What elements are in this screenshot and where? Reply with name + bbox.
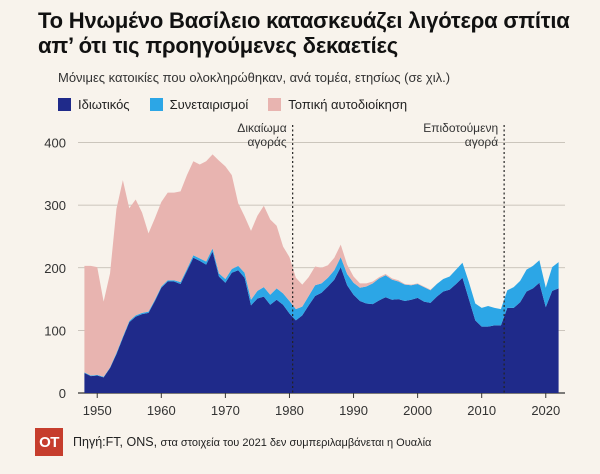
x-tick-label-1980: 1980 — [275, 403, 304, 418]
title-line-2: απ’ ότι τις προηγούμενες δεκαετίες — [38, 33, 398, 58]
legend-item-private: Ιδιωτικός — [58, 97, 130, 112]
legend-item-local-authority: Τοπική αυτοδιοίκηση — [268, 97, 407, 112]
x-tick-label-1990: 1990 — [339, 403, 368, 418]
annotation-label-0-line2: αγοράς — [247, 135, 286, 149]
legend-swatch-cooperatives — [149, 98, 163, 111]
x-tick-label-2020: 2020 — [531, 403, 560, 418]
y-tick-label-100: 100 — [44, 323, 66, 338]
y-tick-label-300: 300 — [44, 198, 66, 213]
area-local-authority — [84, 154, 559, 377]
legend-swatch-local-authority — [268, 98, 282, 111]
source-main: Πηγή:FT, ONS, — [73, 435, 158, 449]
x-tick-label-2000: 2000 — [403, 403, 432, 418]
chart-subtitle: Μόνιμες κατοικίες που ολοκληρώθηκαν, ανά… — [58, 70, 451, 85]
area-layer — [84, 154, 559, 393]
legend-label-local-authority: Τοπική αυτοδιοίκηση — [288, 97, 408, 112]
legend-label-private: Ιδιωτικός — [78, 97, 130, 112]
y-tick-label-400: 400 — [44, 136, 66, 151]
annotation-label-1-line1: Επιδοτούμενη — [423, 121, 498, 135]
legend-item-cooperatives: Συνεταιρισμοί — [149, 97, 249, 112]
axis-layer: 0 100 200 300 400 1950 1960 1970 1980 1990 2000 201… — [44, 136, 560, 418]
x-tick-label-1970: 1970 — [211, 403, 240, 418]
annotation-label-1-line2: αγορά — [465, 135, 498, 149]
title-line-1: Το Ηνωμένο Βασίλειο κατασκευάζει λιγότερ… — [38, 8, 570, 33]
ot-logo: ΟΤ — [35, 428, 63, 456]
annotation-label-0-line1: Δικαίωμα — [237, 121, 286, 135]
page-title: Το Ηνωμένο Βασίλειο κατασκευάζει λιγότερ… — [38, 8, 588, 58]
x-tick-label-2010: 2010 — [467, 403, 496, 418]
footer: ΟΤ Πηγή:FT, ONS, στα στοιχεία του 2021 δ… — [35, 428, 431, 456]
source-text: Πηγή:FT, ONS, στα στοιχεία του 2021 δεν … — [73, 435, 431, 449]
legend-label-cooperatives: Συνεταιρισμοί — [169, 97, 249, 112]
area-private — [84, 251, 559, 393]
source-note: στα στοιχεία του 2021 δεν συμπεριλαμβάνε… — [160, 437, 432, 449]
x-tick-label-1950: 1950 — [83, 403, 112, 418]
y-tick-label-0: 0 — [59, 386, 66, 401]
legend-swatch-private — [58, 98, 71, 111]
x-tick-label-1960: 1960 — [147, 403, 176, 418]
chart-legend: Ιδιωτικός Συνεταιρισμοί Τοπική αυτοδιοίκ… — [58, 97, 407, 112]
y-tick-label-200: 200 — [44, 261, 66, 276]
